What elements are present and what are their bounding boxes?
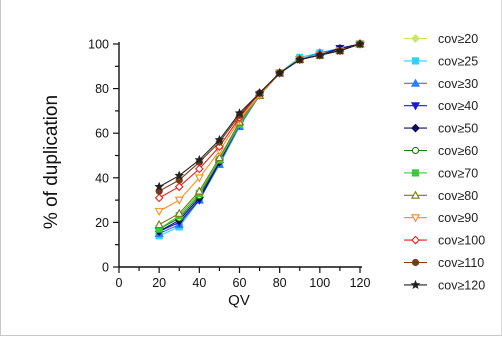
legend-item: cov≥110 <box>404 256 484 270</box>
legend-item: cov≥20 <box>404 32 478 46</box>
data-point <box>194 164 204 174</box>
legend-marker <box>411 169 420 177</box>
legend-label: cov≥30 <box>438 77 478 91</box>
data-point <box>254 88 265 98</box>
legend-item: cov≥25 <box>404 54 478 68</box>
x-tick-label: 0 <box>116 276 123 290</box>
data-point <box>194 154 205 165</box>
legend: cov≥20 cov≥25 cov≥30 cov≥40 cov≥50 cov≥60 cov≥… <box>404 32 485 292</box>
legend-marker <box>411 258 420 267</box>
x-tick-label: 120 <box>350 276 371 290</box>
legend-marker <box>411 34 420 43</box>
axes: 0 20 40 60 80 100 120 0 20 40 60 80 100 <box>88 38 370 291</box>
data-point <box>174 196 184 205</box>
legend-item: cov≥120 <box>404 278 485 292</box>
legend-marker <box>411 57 420 65</box>
y-tick-label: 0 <box>102 261 109 275</box>
y-tick-label: 80 <box>95 82 109 96</box>
legend-label: cov≥70 <box>438 166 478 180</box>
data-point <box>174 208 184 217</box>
x-tick-label: 20 <box>152 276 166 290</box>
series-11 <box>154 38 365 191</box>
legend-label: cov≥40 <box>438 99 478 113</box>
series-line <box>158 43 361 232</box>
data-point <box>214 134 225 144</box>
series-line <box>158 43 361 230</box>
series-line <box>158 43 361 188</box>
series-line <box>158 43 361 199</box>
legend-marker <box>411 146 420 155</box>
data-point <box>194 174 204 183</box>
legend-marker <box>410 190 421 199</box>
y-axis-title: % of duplication <box>41 95 62 229</box>
data-point <box>194 186 204 195</box>
series-7 <box>154 39 365 229</box>
data-point <box>315 50 325 60</box>
y-tick-label: 40 <box>95 171 109 185</box>
legend-marker <box>411 123 420 133</box>
legend-marker <box>410 214 421 223</box>
data-point <box>174 170 185 180</box>
legend-label: cov≥120 <box>438 278 485 292</box>
legend-item: cov≥40 <box>404 99 478 113</box>
legend-item: cov≥50 <box>404 122 478 136</box>
legend-item: cov≥80 <box>404 189 478 203</box>
series-line <box>158 43 361 212</box>
x-axis-title: QV <box>228 292 250 309</box>
data-point <box>154 207 164 216</box>
legend-label: cov≥20 <box>438 32 478 46</box>
series-line <box>158 43 361 232</box>
x-tick-label: 80 <box>273 276 287 290</box>
data-point <box>154 181 164 191</box>
data-point <box>154 193 164 203</box>
x-tick-label: 100 <box>309 276 330 290</box>
x-tick-label: 40 <box>192 276 206 290</box>
legend-label: cov≥100 <box>438 234 485 248</box>
series-8 <box>154 40 365 216</box>
legend-label: cov≥50 <box>438 122 478 136</box>
data-point <box>174 182 184 192</box>
data-point <box>335 45 345 55</box>
legend-marker <box>410 78 421 87</box>
x-tick-label: 60 <box>233 276 247 290</box>
series-line <box>158 43 361 230</box>
legend-item: cov≥60 <box>404 144 478 158</box>
series-6 <box>155 40 364 233</box>
legend-label: cov≥80 <box>438 189 478 203</box>
data-point <box>214 152 224 162</box>
y-tick-label: 60 <box>95 127 109 141</box>
legend-item: cov≥90 <box>404 211 478 225</box>
legend-marker <box>411 235 420 245</box>
series-10 <box>155 40 364 195</box>
legend-item: cov≥70 <box>404 166 478 180</box>
series-5 <box>155 40 364 233</box>
data-point <box>154 219 164 229</box>
series-layer <box>154 38 365 240</box>
data-point <box>274 67 285 78</box>
y-tick-label: 100 <box>88 38 109 52</box>
legend-label: cov≥25 <box>438 54 478 68</box>
legend-item: cov≥30 <box>404 77 478 91</box>
legend-label: cov≥60 <box>438 144 478 158</box>
legend-label: cov≥110 <box>438 256 484 270</box>
y-tick-label: 20 <box>95 216 109 230</box>
series-line <box>158 43 361 192</box>
data-point <box>234 108 245 118</box>
legend-marker <box>410 279 421 289</box>
series-line <box>158 43 361 226</box>
legend-item: cov≥100 <box>404 234 485 248</box>
series-9 <box>154 39 365 203</box>
data-point <box>294 54 305 64</box>
legend-marker <box>410 102 421 111</box>
legend-label: cov≥90 <box>438 211 478 225</box>
data-point <box>355 38 365 49</box>
